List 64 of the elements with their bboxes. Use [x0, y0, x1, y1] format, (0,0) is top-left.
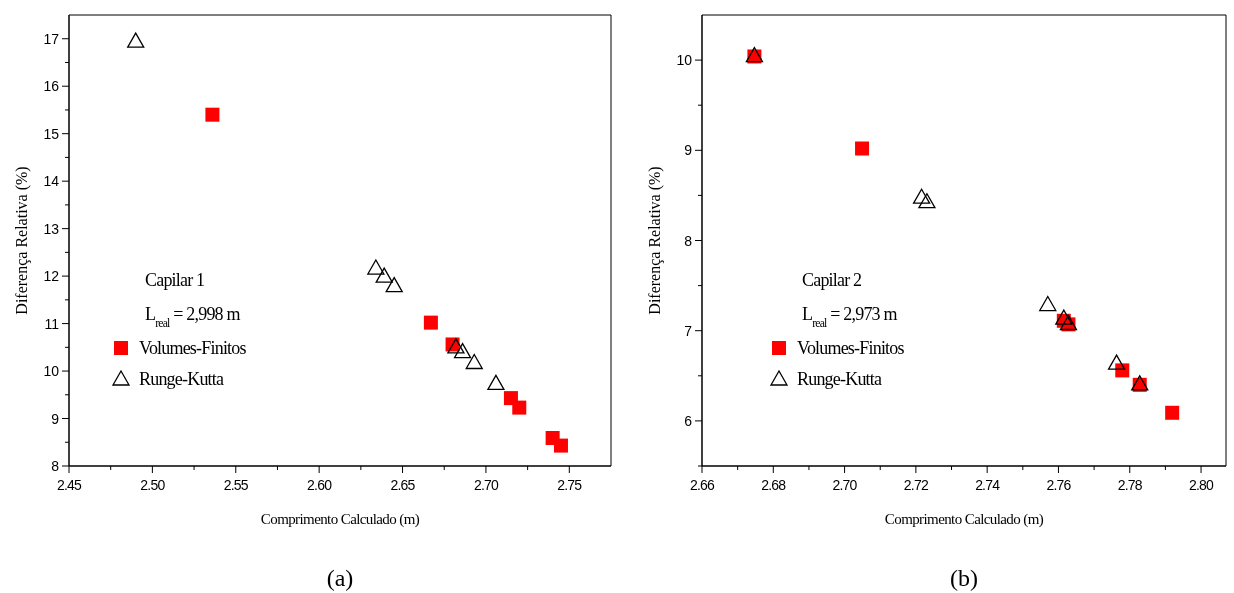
point — [918, 193, 936, 209]
y-tick-label: 13 — [43, 220, 60, 237]
text: (b) — [950, 565, 978, 591]
point — [385, 276, 403, 293]
y-tick-label: 10 — [676, 52, 693, 69]
y-tick-label: 11 — [44, 315, 60, 332]
y-tick-label: 10 — [43, 363, 60, 380]
point — [375, 267, 393, 283]
x-tick-label: 2.72 — [903, 477, 929, 493]
y-tick-label: 14 — [43, 173, 60, 190]
point — [487, 374, 505, 391]
legend-label: Volumes-Finitos — [797, 338, 905, 358]
point — [1055, 309, 1073, 325]
point — [1115, 363, 1130, 378]
text: 2.50 — [140, 477, 165, 493]
y-tick-label: 16 — [43, 78, 60, 95]
point — [447, 338, 465, 354]
point — [1107, 354, 1126, 370]
y-tick-label: 6 — [684, 412, 693, 429]
text: 2.80 — [1189, 477, 1214, 493]
x-axis-title: Comprimento Calculado (m) — [260, 511, 420, 528]
x-tick-label: 2.75 — [557, 477, 583, 493]
annotation: Capilar 1 — [145, 270, 205, 290]
x-tick-label: 2.68 — [761, 477, 787, 493]
x-axis-title: Comprimento Calculado (m) — [884, 511, 1044, 528]
x-tick-label: 2.55 — [223, 477, 249, 493]
x-tick-label: 2.78 — [1117, 477, 1143, 493]
y-tick-label: 7 — [684, 322, 693, 339]
x-tick-label: 2.65 — [390, 477, 416, 493]
point — [1165, 405, 1180, 420]
y-tick-label: 12 — [43, 268, 60, 285]
y-axis-title: Diferença Relativa (%) — [13, 166, 31, 315]
text: 2.70 — [473, 477, 498, 493]
legend-label: Runge-Kutta — [139, 369, 224, 389]
legend-label: Volumes-Finitos — [139, 338, 247, 358]
annotation: Capilar 2 — [802, 270, 862, 290]
x-tick-label: 2.66 — [689, 477, 716, 493]
point — [912, 188, 931, 204]
point — [465, 353, 483, 370]
text: 2.60 — [307, 477, 332, 493]
x-tick-label: 2.74 — [975, 477, 1001, 493]
y-tick-label: 9 — [684, 142, 693, 159]
point — [855, 141, 870, 156]
point — [1039, 295, 1057, 312]
point — [205, 107, 220, 122]
text: 2.70 — [832, 477, 857, 493]
point — [127, 32, 145, 48]
point — [367, 259, 385, 275]
legend-label: Runge-Kutta — [797, 369, 882, 389]
point — [423, 315, 438, 330]
annotation: L$_{real}$ = 2,998 m — [145, 304, 241, 330]
x-tick-label: 2.45 — [56, 477, 83, 493]
y-tick-label: 9 — [51, 410, 60, 427]
y-tick-label: 17 — [43, 30, 60, 47]
point — [453, 342, 472, 359]
y-tick-label: 8 — [51, 458, 60, 474]
x-tick-label: 2.76 — [1046, 477, 1072, 493]
point — [553, 438, 568, 453]
text: (a) — [326, 565, 354, 591]
annotation: L$_{real}$ = 2,973 m — [802, 304, 898, 330]
y-axis-title: Diferença Relativa (%) — [646, 166, 664, 315]
y-tick-label: 8 — [684, 232, 693, 249]
point — [512, 400, 527, 415]
y-tick-label: 15 — [43, 125, 60, 142]
